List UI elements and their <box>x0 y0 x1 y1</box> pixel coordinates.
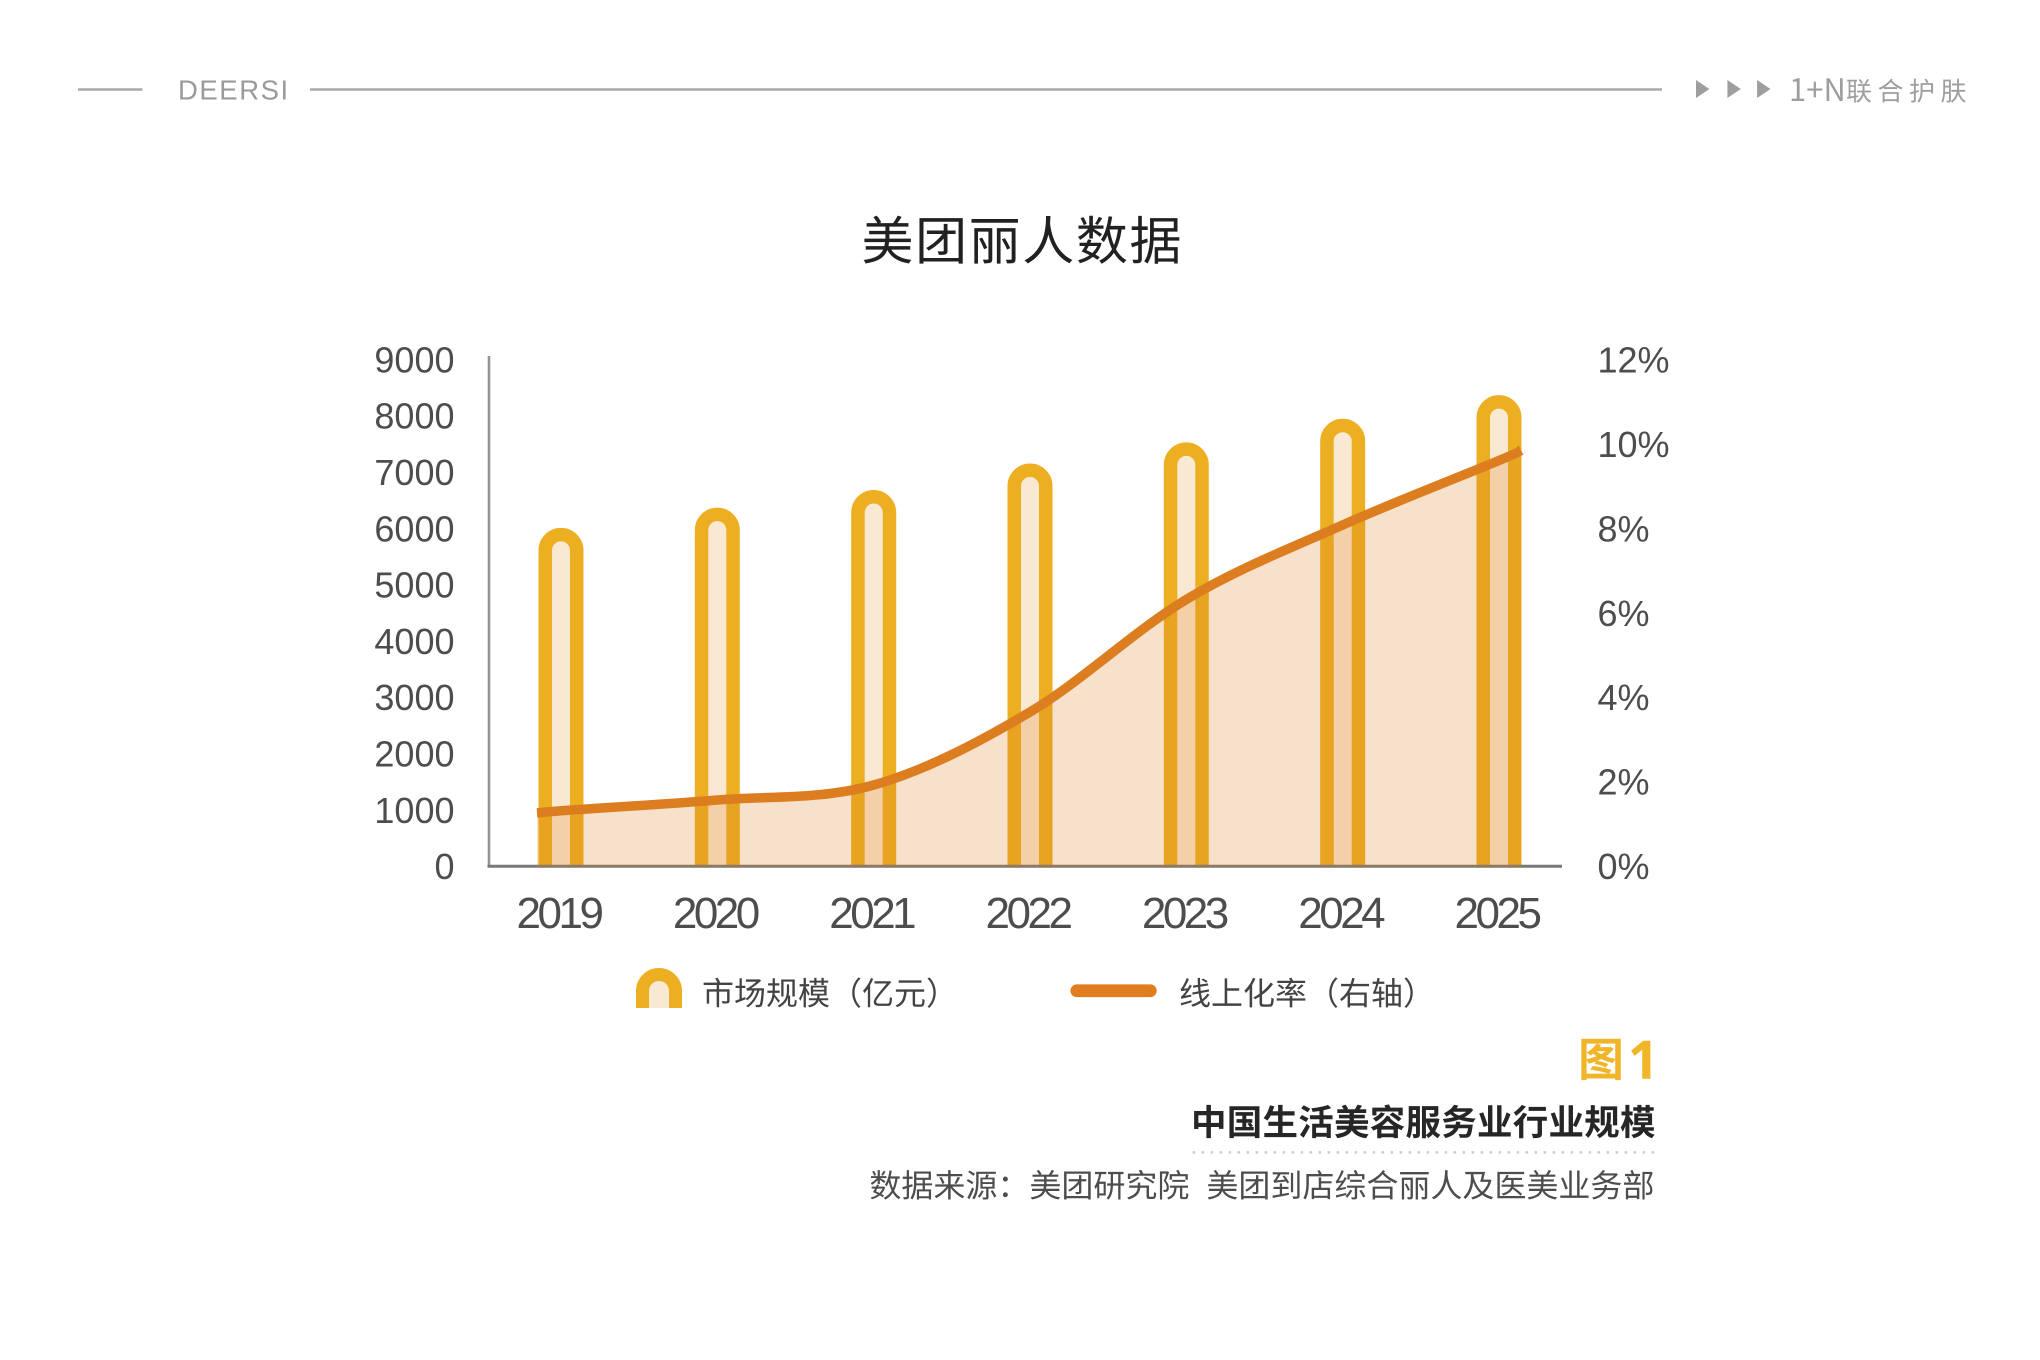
svg-text:7000: 7000 <box>374 452 454 493</box>
svg-text:5000: 5000 <box>374 565 454 606</box>
svg-text:2023: 2023 <box>1142 889 1228 938</box>
svg-text:6%: 6% <box>1598 593 1650 634</box>
svg-text:2000: 2000 <box>374 734 454 775</box>
svg-text:2021: 2021 <box>829 889 915 938</box>
svg-text:2019: 2019 <box>517 889 603 938</box>
svg-text:4000: 4000 <box>374 621 454 662</box>
svg-text:8%: 8% <box>1598 508 1650 549</box>
svg-text:2025: 2025 <box>1455 889 1541 938</box>
svg-text:9000: 9000 <box>374 339 454 380</box>
svg-text:2020: 2020 <box>673 889 759 938</box>
svg-text:12%: 12% <box>1598 339 1670 380</box>
svg-text:2%: 2% <box>1598 762 1650 803</box>
svg-text:DEERSI: DEERSI <box>178 74 290 105</box>
svg-text:0%: 0% <box>1598 846 1650 887</box>
svg-text:8000: 8000 <box>374 396 454 437</box>
svg-text:3000: 3000 <box>374 677 454 718</box>
svg-text:2022: 2022 <box>986 889 1072 938</box>
svg-text:1000: 1000 <box>374 790 454 831</box>
svg-text:6000: 6000 <box>374 508 454 549</box>
svg-text:10%: 10% <box>1598 424 1670 465</box>
svg-text:0: 0 <box>434 846 454 887</box>
svg-text:4%: 4% <box>1598 677 1650 718</box>
svg-text:2024: 2024 <box>1298 889 1385 938</box>
